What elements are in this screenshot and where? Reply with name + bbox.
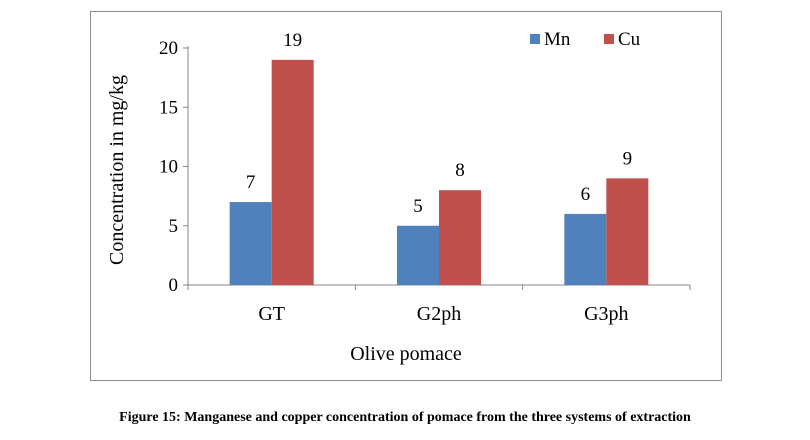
figure-caption: Figure 15: Manganese and copper concentr…: [119, 410, 691, 425]
legend: Mn Cu: [530, 29, 641, 50]
data-label: 5: [413, 196, 423, 217]
x-tick-label: GT: [258, 303, 285, 325]
x-axis-title: Olive pomace: [350, 343, 462, 365]
bar-mn-gt: [229, 202, 272, 285]
data-label: 9: [623, 148, 633, 169]
legend-label-mn: Mn: [544, 29, 571, 50]
data-labels: 7 19 5 8 6 9: [246, 30, 632, 217]
data-label: 19: [283, 30, 302, 51]
bar-cu-g2ph: [439, 190, 481, 285]
data-label: 7: [246, 172, 256, 193]
chart-frame: [90, 11, 722, 381]
data-label: 8: [455, 160, 465, 181]
bars: [229, 59, 649, 285]
bar-cu-g3ph: [606, 178, 649, 285]
data-label: 6: [581, 184, 591, 205]
legend-label-cu: Cu: [618, 29, 641, 50]
y-tick-label: 10: [159, 157, 178, 178]
legend-swatch-mn: [530, 34, 540, 44]
bar-mn-g3ph: [564, 213, 607, 285]
y-tick-label: 15: [159, 97, 178, 118]
x-tick-label: G2ph: [417, 303, 461, 325]
bar-cu-gt: [271, 59, 314, 285]
legend-swatch-cu: [604, 34, 614, 44]
y-tick-label: 5: [169, 216, 179, 237]
y-tick-label: 20: [159, 38, 178, 59]
y-tick-label: 0: [169, 275, 179, 296]
axes: 0 5 10 15 20 GT G2ph G3ph: [159, 38, 691, 325]
x-tick-label: G3ph: [584, 303, 628, 325]
y-axis-title: Concentration in mg/kg: [106, 75, 128, 265]
bar-chart: 0 5 10 15 20 GT G2ph G3ph 7 19 5 8 6 9 Mn Cu Olive po…: [106, 29, 691, 365]
bar-mn-g2ph: [397, 225, 439, 285]
